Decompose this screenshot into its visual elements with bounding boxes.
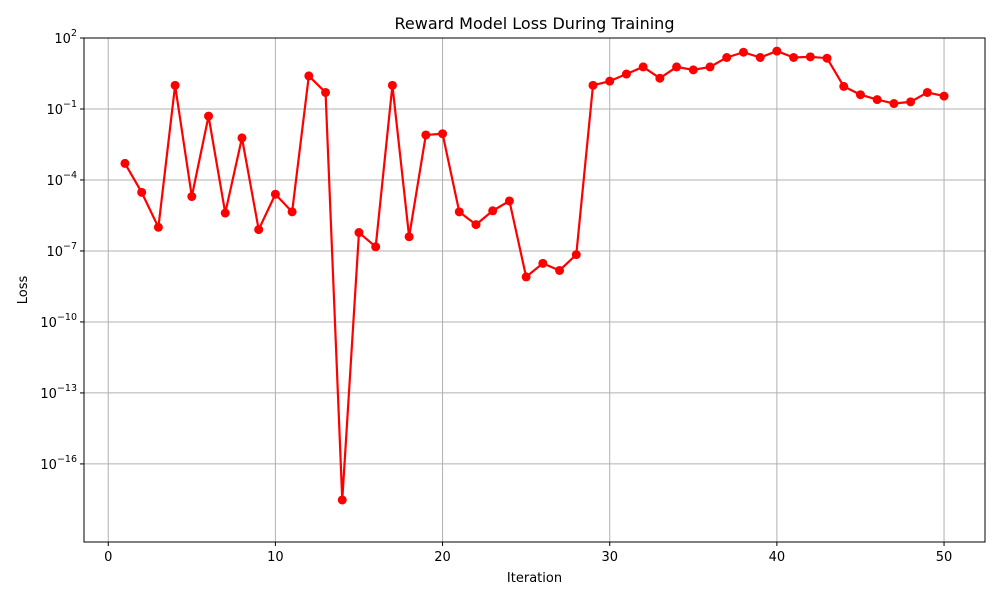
chart-title: Reward Model Loss During Training	[395, 14, 675, 33]
loss-point	[939, 91, 949, 101]
x-tick-label: 40	[769, 550, 786, 565]
x-tick-label: 50	[936, 550, 953, 565]
x-tick-label: 10	[267, 550, 284, 565]
y-tick-label: 10−10	[40, 312, 77, 331]
loss-point	[337, 495, 347, 505]
loss-point	[839, 81, 849, 91]
loss-point	[471, 220, 481, 230]
plot-frame	[83, 37, 986, 543]
loss-point	[922, 87, 932, 97]
loss-point	[254, 225, 264, 235]
loss-point	[855, 90, 865, 100]
loss-point	[120, 158, 130, 168]
loss-point	[220, 208, 230, 218]
y-tick-label: 10−1	[46, 99, 77, 118]
loss-point	[538, 258, 548, 268]
x-tick-label: 30	[601, 550, 618, 565]
loss-point	[738, 47, 748, 57]
series-loss	[120, 46, 949, 505]
loss-point	[421, 130, 431, 140]
loss-point	[655, 73, 665, 83]
loss-point	[454, 207, 464, 217]
y-tick-label: 102	[54, 28, 77, 47]
loss-point	[638, 62, 648, 72]
loss-point	[321, 87, 331, 97]
loss-point	[237, 133, 247, 143]
loss-point	[688, 65, 698, 75]
loss-point	[588, 80, 598, 90]
loss-point	[521, 272, 531, 282]
loss-point	[304, 71, 314, 81]
loss-point	[170, 80, 180, 90]
y-tick-label: 10−7	[46, 241, 77, 260]
loss-point	[889, 99, 899, 109]
loss-point	[504, 196, 514, 206]
loss-point	[772, 46, 782, 56]
loss-point	[555, 265, 565, 275]
loss-point	[906, 97, 916, 107]
loss-point	[672, 62, 682, 72]
loss-point	[387, 80, 397, 90]
loss-point	[705, 62, 715, 72]
y-tick-label: 10−13	[40, 383, 77, 402]
loss-point	[404, 232, 414, 242]
x-tick-label: 0	[104, 550, 112, 565]
loss-point	[805, 52, 815, 62]
loss-point	[137, 187, 147, 197]
loss-point	[571, 250, 581, 260]
loss-point	[722, 53, 732, 62]
loss-point	[204, 111, 214, 121]
loss-point	[605, 76, 615, 86]
y-axis-ticks: 102 10−1 10−4 10−7 10−10 10−13 10−16	[40, 28, 84, 473]
x-tick-label: 20	[434, 550, 451, 565]
loss-point	[621, 69, 631, 79]
y-axis-label: Loss	[16, 276, 31, 305]
loss-point	[270, 189, 280, 199]
x-axis-ticks: 0 10 20 30 40 50	[104, 542, 952, 565]
loss-point	[789, 53, 799, 62]
loss-point	[822, 53, 832, 63]
y-tick-label: 10−16	[40, 454, 77, 473]
loss-point	[153, 222, 163, 232]
loss-point	[872, 95, 882, 105]
loss-point	[371, 242, 381, 252]
loss-point	[187, 192, 197, 202]
y-tick-label: 10−4	[46, 170, 77, 189]
loss-point	[287, 207, 297, 217]
loss-point	[488, 206, 498, 216]
loss-point	[438, 129, 448, 139]
loss-point	[755, 53, 765, 62]
loss-point	[354, 228, 364, 238]
x-axis-label: Iteration	[507, 571, 562, 586]
